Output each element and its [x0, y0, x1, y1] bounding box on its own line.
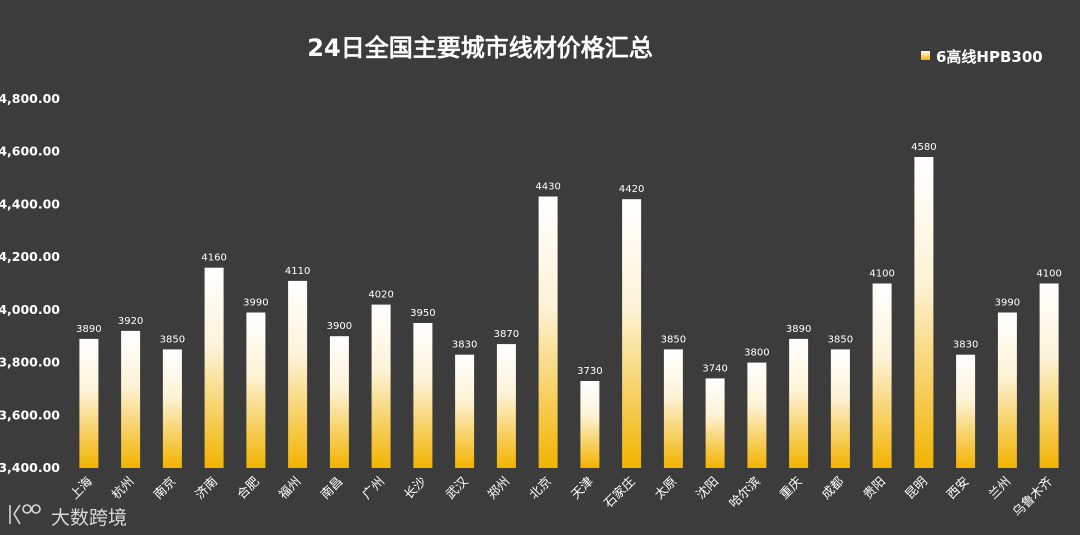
bar [204, 267, 224, 468]
watermark-text: 大数跨境 [51, 507, 127, 529]
legend-label: 6高线HPB300 [936, 48, 1043, 66]
data-label: 3850 [160, 334, 185, 345]
bar [1039, 283, 1059, 468]
x-tick-label: 贵阳 [860, 474, 888, 502]
x-tick-label: 武汉 [442, 473, 471, 502]
bar [580, 381, 600, 468]
bar [914, 157, 934, 468]
data-label: 3990 [243, 298, 268, 309]
x-axis: 上海 杭州 南京 济南 合肥 福州 南昌 广州 长沙 武汉 郑州 北京 天津 石家庄 太原 沈阳 哈尔滨 重庆 成都… [67, 473, 1056, 519]
x-tick-label: 杭州 [108, 474, 136, 502]
data-label: 4420 [619, 184, 644, 195]
data-label: 3890 [786, 324, 811, 335]
x-tick-label: 太原 [651, 474, 679, 502]
x-tick-label: 石家庄 [601, 474, 638, 511]
legend: 6高线HPB300 [921, 48, 1043, 66]
x-tick-label: 北京 [526, 474, 554, 502]
data-label: 3830 [452, 340, 477, 351]
bar [747, 362, 767, 468]
data-label: 4100 [869, 269, 894, 280]
y-tick-label: 3,600.00 [0, 407, 60, 422]
value-labels: 3890 3920 3850 4160 3990 4110 3900 4020 3950 3830… [76, 142, 1062, 377]
watermark-logo-icon [9, 504, 41, 525]
x-tick-label: 上海 [67, 473, 96, 502]
y-tick-label: 4,400.00 [0, 196, 60, 211]
y-tick-label: 4,600.00 [0, 144, 60, 159]
bar [997, 312, 1017, 468]
legend-swatch [921, 51, 930, 60]
bar [162, 349, 182, 468]
data-label: 4020 [368, 290, 393, 301]
bar [455, 354, 475, 468]
data-label: 3730 [577, 366, 602, 377]
bar [79, 338, 99, 468]
bar [956, 354, 976, 468]
bar [872, 283, 892, 468]
x-tick-label: 郑州 [484, 474, 512, 502]
bar [622, 199, 642, 468]
x-tick-label: 沈阳 [693, 474, 721, 502]
data-label: 3850 [828, 334, 853, 345]
x-tick-label: 哈尔滨 [726, 473, 763, 510]
bar [663, 349, 683, 468]
y-tick-label: 3,800.00 [0, 355, 60, 370]
bar [830, 349, 850, 468]
data-label: 3850 [661, 334, 686, 345]
x-tick-label: 天津 [568, 474, 596, 502]
data-label: 3830 [953, 340, 978, 351]
y-tick-label: 3,400.00 [0, 460, 60, 475]
x-tick-label: 南京 [150, 474, 178, 502]
x-tick-label: 昆明 [902, 474, 930, 502]
bar [329, 336, 349, 468]
data-label: 4160 [201, 253, 226, 264]
x-tick-label: 长沙 [401, 473, 430, 502]
bar [246, 312, 266, 468]
x-tick-label: 南昌 [317, 474, 345, 502]
x-tick-label: 广州 [359, 474, 387, 502]
x-tick-label: 济南 [192, 474, 220, 502]
bar [288, 280, 308, 468]
bar [538, 196, 558, 468]
chart-title: 24日全国主要城市线材价格汇总 [307, 34, 652, 62]
x-tick-label: 合肥 [234, 473, 263, 502]
y-tick-label: 4,000.00 [0, 302, 60, 317]
y-tick-label: 4,800.00 [0, 91, 60, 106]
data-label: 4100 [1036, 269, 1061, 280]
bars [79, 157, 1059, 468]
x-tick-label: 西安 [943, 474, 971, 502]
x-tick-label: 重庆 [776, 473, 805, 502]
data-label: 4110 [285, 266, 310, 277]
x-tick-label: 乌鲁木齐 [1009, 473, 1055, 519]
data-label: 3870 [494, 329, 519, 340]
x-tick-label: 兰州 [985, 474, 1013, 502]
y-tick-label: 4,200.00 [0, 249, 60, 264]
bar [789, 338, 809, 468]
watermark: 大数跨境 [9, 504, 127, 529]
data-label: 3950 [410, 308, 435, 319]
data-label: 4430 [535, 182, 560, 193]
bar [496, 344, 516, 468]
data-label: 3920 [118, 316, 143, 327]
x-tick-label: 成都 [818, 473, 847, 502]
bar [121, 330, 141, 468]
data-label: 3740 [702, 363, 727, 374]
data-label: 3800 [744, 348, 769, 359]
data-label: 3900 [327, 321, 352, 332]
data-label: 3890 [76, 324, 101, 335]
data-label: 3990 [995, 298, 1020, 309]
x-tick-label: 福州 [275, 474, 303, 502]
data-label: 4580 [911, 142, 936, 153]
y-axis: 3,400.00 3,600.00 3,800.00 4,000.00 4,200.00… [0, 91, 60, 475]
bar [371, 304, 391, 468]
bar [413, 323, 433, 468]
bar [705, 378, 725, 468]
